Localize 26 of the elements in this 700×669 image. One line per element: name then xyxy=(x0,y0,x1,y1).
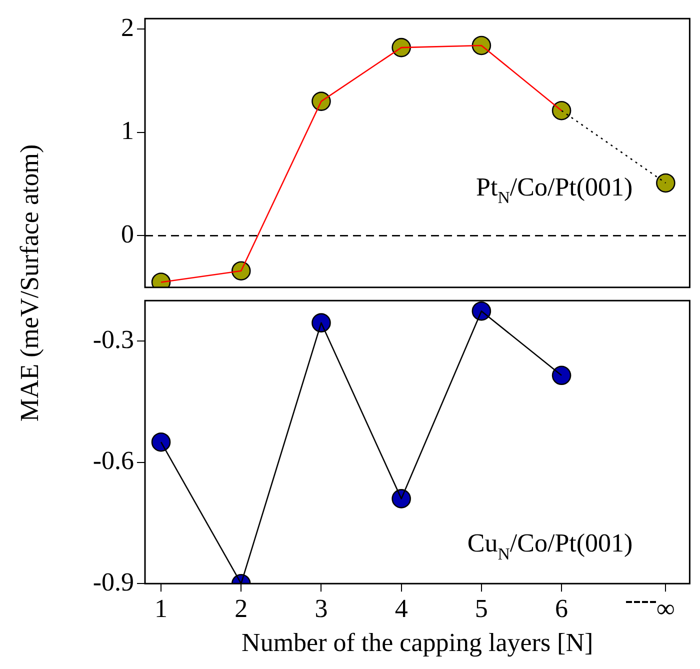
y-axis-title: MAE (meV/Surface atom) xyxy=(15,144,45,422)
x-tick-label: 6 xyxy=(555,594,568,624)
point xyxy=(231,261,251,281)
x-tick-label: 3 xyxy=(314,594,328,624)
y-tick-label: -0.6 xyxy=(92,446,134,476)
y-tick-label: -0.3 xyxy=(92,324,134,354)
x-tick-label: 5 xyxy=(474,594,488,624)
point xyxy=(392,38,411,58)
x-axis-title: Number of the capping layers [N] xyxy=(242,628,594,658)
x-tick-label: 4 xyxy=(394,594,408,624)
x-tick-label: ∞ xyxy=(656,594,675,624)
point xyxy=(472,301,492,321)
point xyxy=(552,100,572,120)
x-tick-label: 2 xyxy=(234,594,248,624)
y-tick-label: -0.9 xyxy=(92,567,134,596)
point xyxy=(392,489,411,508)
x-tick-label: 1 xyxy=(154,594,168,624)
y-tick-label: 0 xyxy=(121,220,134,249)
y-tick-label: 1 xyxy=(121,116,134,146)
point xyxy=(472,36,492,56)
point xyxy=(151,432,171,452)
point xyxy=(312,92,331,111)
point xyxy=(312,313,331,332)
point xyxy=(552,366,572,386)
point xyxy=(656,173,676,193)
y-tick-label: 2 xyxy=(121,12,134,42)
